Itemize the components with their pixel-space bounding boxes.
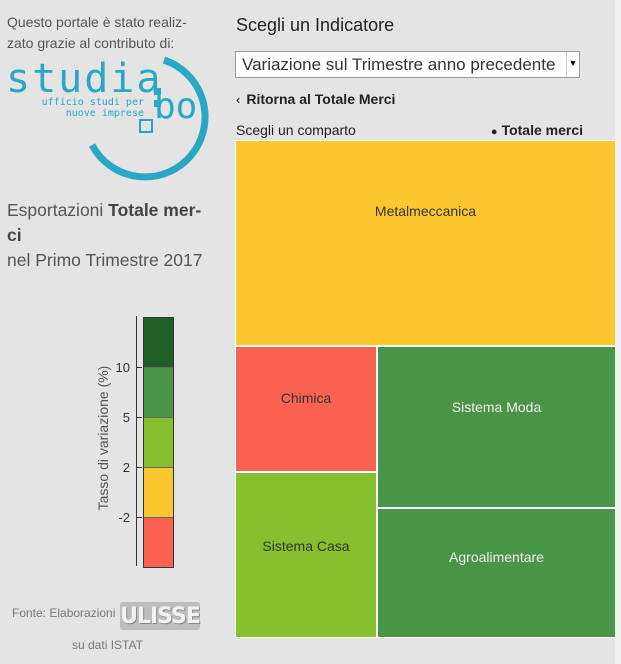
treemap-tile-sistema-moda[interactable]: Sistema Moda: [377, 346, 616, 508]
legend-tick: [136, 467, 142, 468]
legend-tick-label: 2: [122, 460, 130, 475]
title-bold-2: ci: [7, 225, 22, 245]
title-bold-1: Totale mer-: [108, 200, 202, 220]
indicator-select[interactable]: Variazione sul Trimestre anno precedente…: [235, 51, 580, 78]
current-comparto-label: Totale merci: [501, 122, 583, 138]
logo-graphic: [88, 56, 209, 181]
tile-label: Metalmeccanica: [374, 203, 477, 219]
legend-tick: [136, 367, 142, 368]
current-comparto: ● Totale merci: [491, 122, 583, 138]
source-prefix: Fonte: Elaborazioni: [12, 606, 116, 620]
comparto-label: Scegli un comparto: [236, 122, 356, 138]
legend-cell: [144, 518, 173, 567]
color-legend: Tasso di variazione (%) 10 5 2 -2: [60, 310, 220, 572]
logo-word: studia: [6, 56, 163, 102]
legend-tick-label: 10: [115, 360, 130, 375]
treemap-tile-agroalimentare[interactable]: Agroalimentare: [377, 508, 616, 638]
tile-label: Agroalimentare: [449, 549, 544, 565]
back-to-total-link[interactable]: ‹ Ritorna al Totale Merci: [236, 91, 395, 107]
page-title: Esportazioni Totale mer- ci nel Primo Tr…: [7, 198, 217, 273]
map-pin-icon: ●: [490, 126, 498, 138]
logo-subtitle-2: nuove imprese: [65, 108, 144, 119]
treemap-tile-sistema-casa[interactable]: Sistema Casa: [235, 472, 377, 638]
scrollbar[interactable]: [615, 0, 621, 664]
dropdown-arrow-icon[interactable]: ▼: [566, 52, 579, 77]
title-prefix: Esportazioni: [7, 200, 109, 220]
logo-subtitle-1: ufficio studi per: [41, 97, 144, 108]
treemap-tile-metalmeccanica[interactable]: Metalmeccanica: [235, 140, 616, 346]
treemap-tile-chimica[interactable]: Chimica: [235, 346, 377, 472]
legend-cell: [144, 468, 173, 518]
credit-text: Questo portale è stato realiz- zato graz…: [7, 12, 207, 54]
title-period: nel Primo Trimestre 2017: [7, 250, 203, 270]
tile-label: Sistema Moda: [451, 399, 542, 415]
studiabo-logo[interactable]: studia bo ufficio studi per nuove impres…: [4, 50, 214, 190]
treemap: Metalmeccanica Chimica Sistema Moda Sist…: [235, 140, 616, 638]
chevron-left-icon: ‹: [236, 92, 241, 107]
tile-label: Sistema Casa: [262, 538, 350, 554]
logo-subtitle: ufficio studi per nuove imprese: [34, 97, 144, 119]
legend-tick: [136, 517, 142, 518]
indicator-heading: Scegli un Indicatore: [236, 15, 395, 35]
legend-color-bar: [143, 317, 174, 568]
legend-cell: [144, 418, 173, 468]
legend-cell: [144, 368, 173, 418]
legend-tick-label: 5: [122, 410, 130, 425]
legend-tick-label: -2: [118, 510, 130, 525]
legend-axis-line: [136, 316, 137, 566]
credit-line-2: zato grazie al contributo di:: [7, 35, 175, 51]
back-link-label: Ritorna al Totale Merci: [246, 91, 396, 107]
legend-cell: [144, 318, 173, 368]
credit-line-1: Questo portale è stato realiz-: [7, 14, 187, 30]
legend-tick: [136, 417, 142, 418]
ulisse-logo[interactable]: ULISSE: [120, 602, 201, 630]
indicator-select-value: Variazione sul Trimestre anno precedente: [242, 55, 556, 74]
logo-suffix: bo: [154, 86, 198, 127]
source-suffix: su dati ISTAT: [72, 638, 143, 652]
tile-label: Chimica: [280, 390, 332, 406]
